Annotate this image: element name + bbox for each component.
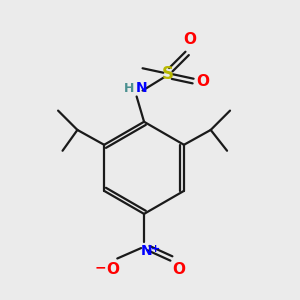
Text: H: H — [124, 82, 134, 95]
Text: N: N — [141, 244, 152, 258]
Text: O: O — [172, 262, 186, 277]
Text: O: O — [106, 262, 119, 277]
Text: +: + — [151, 244, 160, 254]
Text: N: N — [136, 81, 148, 95]
Text: S: S — [162, 65, 174, 83]
Text: −: − — [94, 261, 106, 275]
Text: O: O — [196, 74, 209, 89]
Text: O: O — [184, 32, 196, 47]
